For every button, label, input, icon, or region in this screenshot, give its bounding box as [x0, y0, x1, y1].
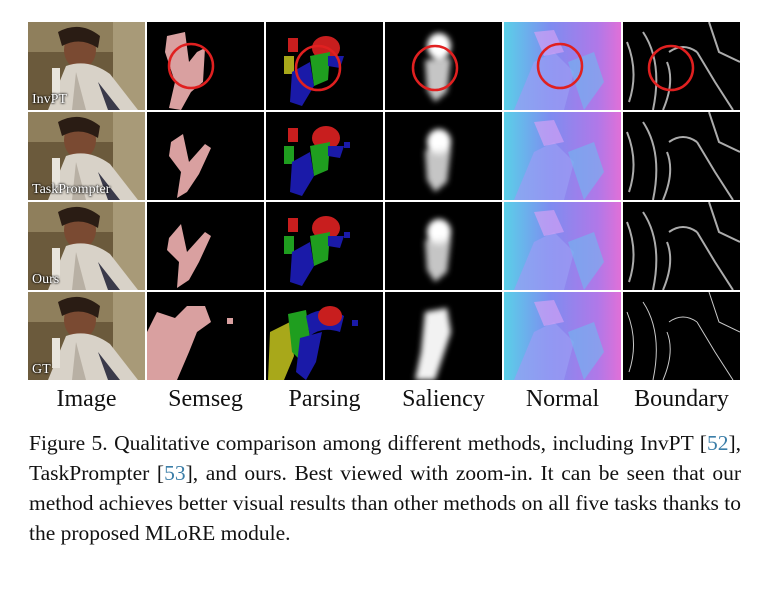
column-header-parsing: Parsing: [288, 386, 361, 412]
row-label-ours: Ours: [32, 272, 60, 287]
panel-gt-normal: [504, 292, 621, 380]
panel-gt-boundary: [623, 292, 740, 380]
column-header-boundary: Boundary: [634, 386, 729, 412]
panel-taskprompter-normal: [504, 112, 621, 200]
panel-taskprompter-parsing: [266, 112, 383, 200]
panel-ours-image: Ours: [28, 202, 145, 290]
caption-text-mid: ], TaskPrompter [: [29, 431, 741, 485]
panel-taskprompter-image: TaskPrompter: [28, 112, 145, 200]
column-headers: Image Semseg Parsing Saliency Normal Bou…: [28, 386, 740, 416]
panel-invpt-parsing: [266, 22, 383, 110]
panel-gt-semseg: [147, 292, 264, 380]
panel-gt-parsing: [266, 292, 383, 380]
panel-ours-semseg: [147, 202, 264, 290]
panel-invpt-image: InvPT: [28, 22, 145, 110]
caption-text-end: ], and ours. Best viewed with zoom-in. I…: [29, 461, 741, 545]
column-header-image: Image: [56, 386, 117, 412]
panel-taskprompter-saliency: [385, 112, 502, 200]
caption-text-start: Figure 5. Qualitative comparison among d…: [29, 431, 707, 455]
panel-taskprompter-boundary: [623, 112, 740, 200]
citation-taskprompter[interactable]: 53: [164, 461, 186, 485]
panel-ours-saliency: [385, 202, 502, 290]
panel-gt-image: GT: [28, 292, 145, 380]
panel-invpt-semseg: [147, 22, 264, 110]
panel-taskprompter-semseg: [147, 112, 264, 200]
qualitative-comparison-grid: InvPT: [28, 22, 740, 382]
panel-invpt-normal: [504, 22, 621, 110]
panel-ours-normal: [504, 202, 621, 290]
row-label-gt: GT: [32, 362, 51, 377]
figure-caption: Figure 5. Qualitative comparison among d…: [29, 428, 741, 548]
citation-invpt[interactable]: 52: [706, 431, 729, 455]
column-header-saliency: Saliency: [402, 386, 485, 412]
row-label-taskprompter: TaskPrompter: [32, 182, 111, 197]
panel-gt-saliency: [385, 292, 502, 380]
panel-ours-parsing: [266, 202, 383, 290]
panel-invpt-saliency: [385, 22, 502, 110]
column-header-semseg: Semseg: [168, 386, 243, 412]
panel-invpt-boundary: [623, 22, 740, 110]
panel-ours-boundary: [623, 202, 740, 290]
row-label-invpt: InvPT: [32, 92, 67, 107]
column-header-normal: Normal: [525, 386, 600, 412]
